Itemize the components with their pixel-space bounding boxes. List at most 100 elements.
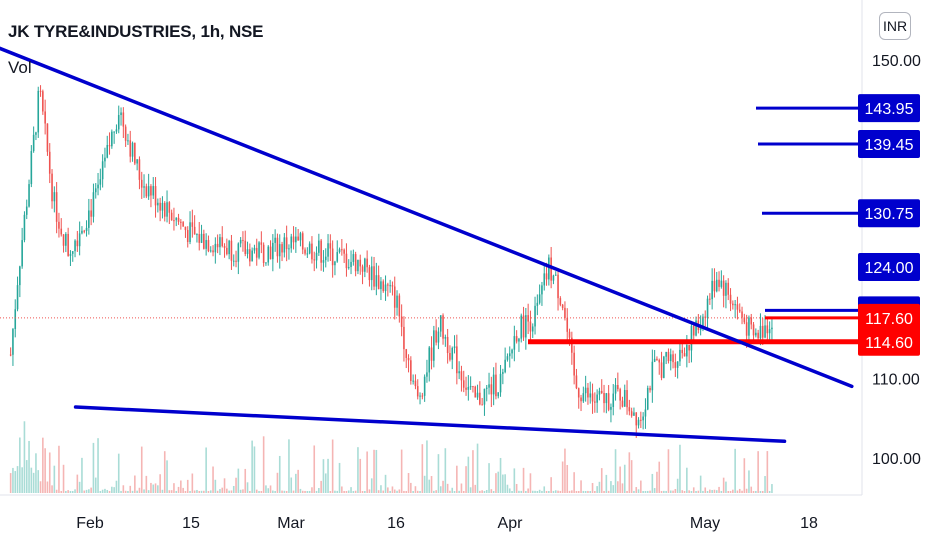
volume-bar xyxy=(370,478,373,493)
volume-bar xyxy=(430,476,433,493)
volume-bar xyxy=(347,490,350,493)
candle-body xyxy=(219,237,221,248)
volume-bar xyxy=(653,488,656,493)
candle-body xyxy=(732,303,734,306)
volume-bar xyxy=(205,447,207,493)
candle-body xyxy=(660,362,663,378)
volume-bar xyxy=(543,486,546,493)
candle-body xyxy=(474,386,477,398)
volume-bar xyxy=(46,481,49,493)
volume-bar xyxy=(619,466,621,493)
candle-body xyxy=(354,254,357,272)
volume-bar xyxy=(136,490,138,493)
volume-bar xyxy=(81,457,83,493)
candle-body xyxy=(736,304,739,310)
candle-body xyxy=(575,375,578,389)
candle-body xyxy=(377,275,380,290)
volume-bar xyxy=(311,487,313,493)
volume-bar xyxy=(407,473,410,493)
lower-trendline[interactable] xyxy=(73,405,787,444)
volume-bar xyxy=(265,485,267,493)
volume-bar xyxy=(380,485,382,493)
candle-body xyxy=(529,321,532,332)
candle-body xyxy=(290,236,293,249)
volume-bar xyxy=(502,474,504,493)
candle-body xyxy=(53,192,56,202)
candle-body xyxy=(375,275,378,287)
candle-body xyxy=(591,393,594,402)
candle-body xyxy=(405,349,408,358)
volume-bar xyxy=(232,485,235,493)
candle-body xyxy=(196,234,198,236)
volume-bar xyxy=(504,474,506,493)
horizontal-levels[interactable] xyxy=(528,106,862,345)
candle-body xyxy=(127,140,129,142)
candle-body xyxy=(278,244,281,257)
time-axis[interactable]: Feb 15 Mar 16 Apr May 18 xyxy=(76,515,818,532)
volume-bar xyxy=(350,487,352,493)
candle-body xyxy=(272,242,274,260)
volume-bar xyxy=(637,489,640,493)
price-label-box xyxy=(858,129,920,158)
volume-bar xyxy=(186,479,189,493)
candle-body xyxy=(490,384,493,395)
volume-bar xyxy=(23,421,26,493)
candle-body xyxy=(444,336,447,339)
candle-body xyxy=(244,240,247,255)
volume-bar xyxy=(177,486,180,493)
symbol-title[interactable]: JK TYRE&INDUSTRIES, 1h, NSE xyxy=(8,22,264,41)
volume-bar xyxy=(725,481,727,493)
volume-bar xyxy=(122,485,125,493)
volume-bar xyxy=(623,464,626,493)
volume-bar xyxy=(127,490,129,493)
volume-bar xyxy=(373,449,375,493)
candle-body xyxy=(676,361,679,368)
volume-indicator-label[interactable]: Vol xyxy=(8,58,32,77)
candle-body xyxy=(370,266,373,281)
candle-body xyxy=(331,248,334,266)
volume-bar xyxy=(683,490,686,493)
volume-bar xyxy=(221,487,224,493)
volume-bar xyxy=(359,458,362,493)
price-label-text: 117.60 xyxy=(865,311,913,328)
candle-body xyxy=(594,401,596,403)
volume-bar xyxy=(97,438,99,493)
trendlines[interactable] xyxy=(0,44,854,444)
volume-bar xyxy=(368,489,371,493)
volume-bar xyxy=(88,489,90,493)
price-axis[interactable]: 150.00 110.00 100.00 xyxy=(872,53,921,468)
volume-bar xyxy=(644,490,647,493)
volume-bar xyxy=(85,489,88,493)
upper-trendline[interactable] xyxy=(0,44,854,389)
currency-button[interactable]: INR xyxy=(879,12,911,40)
volume-bar xyxy=(456,465,458,493)
volume-bar xyxy=(529,473,532,493)
candle-body xyxy=(223,246,226,248)
volume-bar xyxy=(67,490,69,493)
volume-bar xyxy=(150,482,152,493)
volume-bar xyxy=(566,464,569,493)
volume-bar xyxy=(416,490,419,493)
candle-body xyxy=(373,266,375,287)
candle-body xyxy=(681,349,684,354)
candle-body xyxy=(97,184,99,189)
volume-bar xyxy=(538,489,541,493)
candle-body xyxy=(761,325,764,338)
volume-bar xyxy=(405,490,408,493)
candle-body xyxy=(561,304,564,308)
candle-body xyxy=(200,233,203,243)
volume-bar xyxy=(414,486,417,493)
candle-body xyxy=(752,324,755,336)
candle-body xyxy=(548,257,550,280)
candle-body xyxy=(695,320,697,336)
candle-body xyxy=(513,336,516,350)
volume-bar xyxy=(212,466,214,493)
candle-body xyxy=(741,311,743,318)
candle-body xyxy=(766,325,769,334)
candle-body xyxy=(462,380,465,388)
candle-body xyxy=(416,386,419,397)
candle-body xyxy=(421,395,424,397)
candle-body xyxy=(430,347,433,361)
volume-bar xyxy=(200,490,203,493)
